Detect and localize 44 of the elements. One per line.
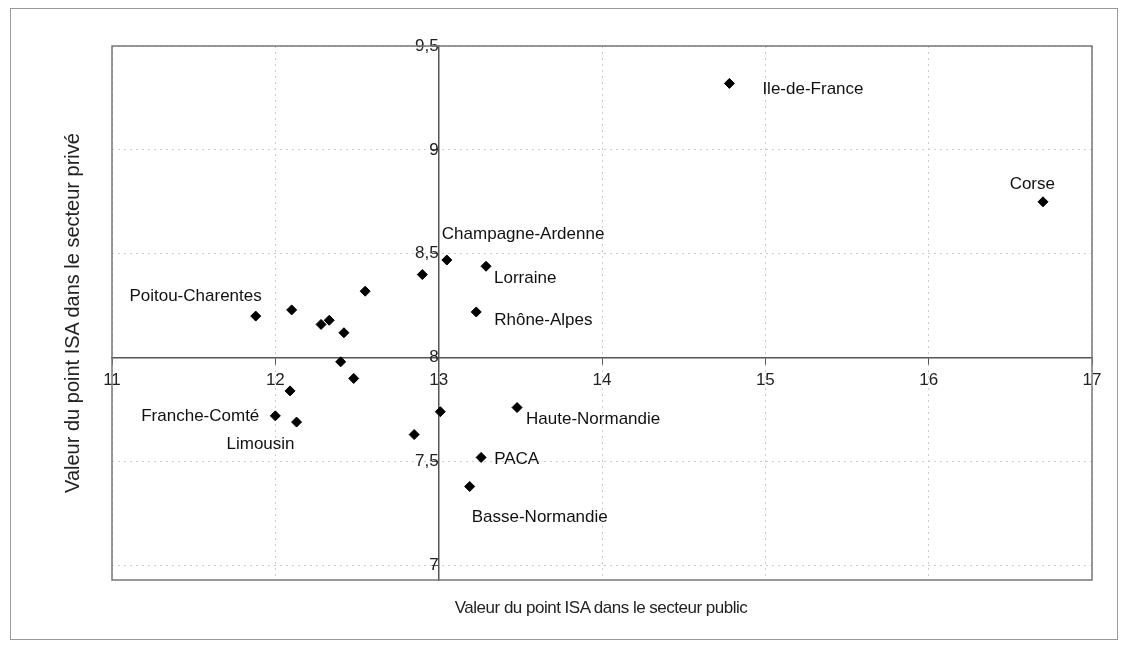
y-axis-title: Valeur du point ISA dans le secteur privé bbox=[60, 133, 84, 493]
point bbox=[338, 327, 350, 339]
x-tick-label: 14 bbox=[592, 369, 612, 389]
point bbox=[464, 481, 476, 492]
x-tick-label: 17 bbox=[1082, 369, 1102, 389]
point bbox=[408, 429, 420, 441]
x-axis-title: Valeur du point ISA dans le secteur public bbox=[454, 598, 748, 618]
annotation: Lorraine bbox=[494, 267, 557, 287]
annotation: Franche-Comté bbox=[141, 405, 260, 425]
point bbox=[475, 451, 487, 463]
point bbox=[291, 416, 303, 428]
annotation: Limousin bbox=[226, 433, 295, 453]
point bbox=[470, 306, 482, 318]
x-tick-label: 11 bbox=[103, 369, 121, 389]
point bbox=[250, 310, 262, 322]
point bbox=[1037, 196, 1049, 208]
point bbox=[480, 260, 492, 272]
point bbox=[269, 410, 281, 422]
point bbox=[416, 269, 428, 281]
x-tick-label: 12 bbox=[265, 369, 285, 389]
point bbox=[441, 254, 453, 266]
y-tick-label: 9,5 bbox=[415, 35, 439, 55]
point bbox=[284, 385, 296, 397]
annotation: Ile-de-France bbox=[762, 79, 864, 99]
point bbox=[335, 356, 347, 368]
point bbox=[315, 318, 327, 330]
annotation: Rhône-Alpes bbox=[494, 309, 593, 329]
point bbox=[286, 304, 298, 316]
point bbox=[348, 372, 360, 384]
point bbox=[434, 406, 446, 418]
x-tick-label: 15 bbox=[755, 369, 775, 389]
y-tick-label: 7,5 bbox=[415, 451, 439, 471]
annotation: Poitou-Charentes bbox=[129, 285, 262, 305]
x-tick-label: 16 bbox=[919, 369, 939, 389]
annotation: Basse-Normandie bbox=[471, 507, 608, 527]
point bbox=[323, 314, 335, 326]
annotation: Haute-Normandie bbox=[526, 409, 661, 429]
annotation: Champagne-Ardenne bbox=[441, 223, 605, 243]
y-tick-label: 8,5 bbox=[415, 243, 439, 263]
point bbox=[723, 77, 735, 89]
point bbox=[359, 285, 371, 297]
annotation: Corse bbox=[1009, 173, 1055, 193]
annotation: PACA bbox=[494, 449, 540, 469]
point bbox=[511, 402, 523, 414]
